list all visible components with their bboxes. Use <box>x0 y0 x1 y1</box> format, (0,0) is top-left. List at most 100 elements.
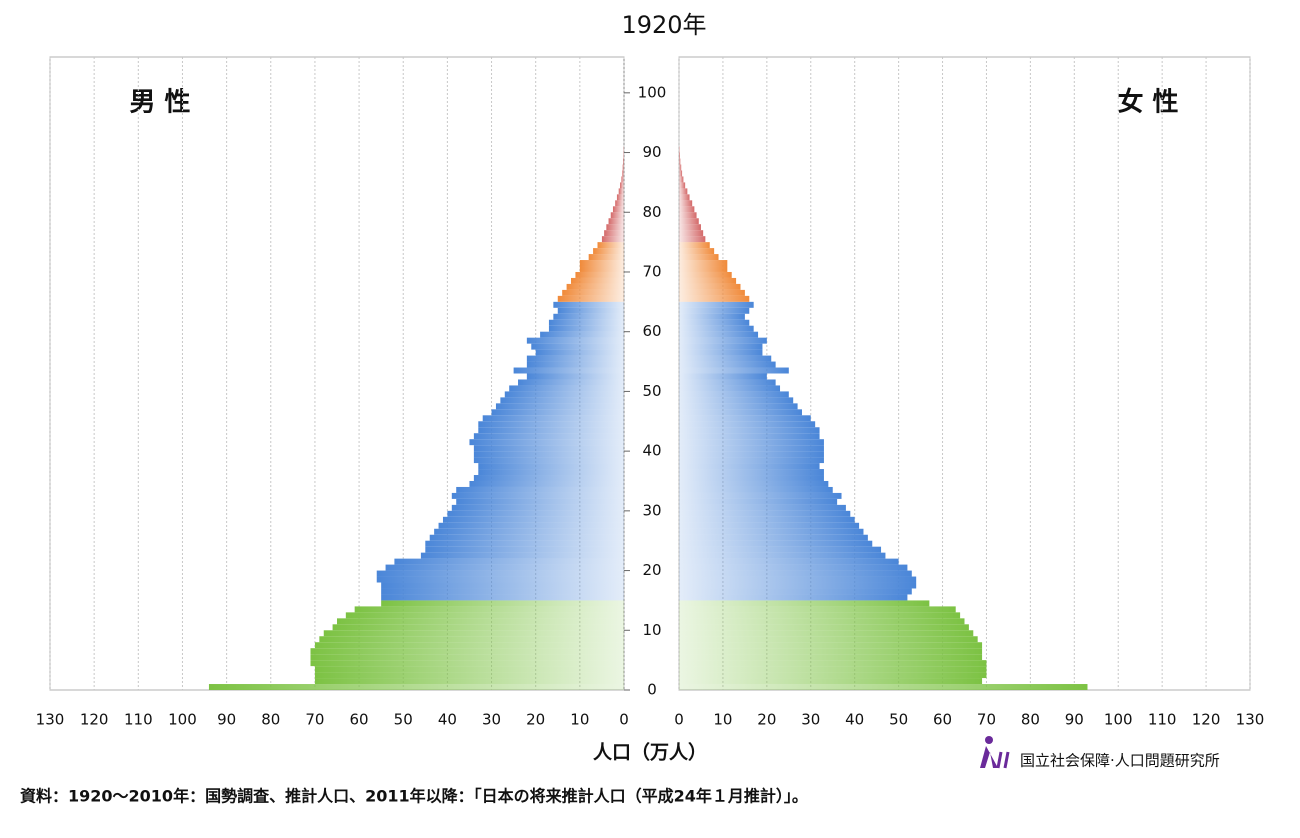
bar <box>622 164 624 171</box>
bar <box>442 516 624 523</box>
x-tick-label: 40 <box>845 711 864 729</box>
bar <box>394 558 624 565</box>
bar <box>434 528 624 535</box>
bar <box>531 343 624 350</box>
x-tick-label: 50 <box>394 711 413 729</box>
bar <box>679 594 908 601</box>
bar <box>679 648 983 655</box>
y-tick-label: 20 <box>642 561 661 579</box>
bar <box>314 666 624 673</box>
bar <box>679 433 820 440</box>
bar <box>679 558 899 565</box>
logo-text: 国立社会保障·人口問題研究所 <box>1020 752 1220 770</box>
bar <box>679 289 745 296</box>
bar <box>679 522 860 529</box>
x-tick-label: 130 <box>36 711 65 729</box>
bar <box>679 480 829 487</box>
bar <box>679 630 974 637</box>
bar <box>679 606 956 613</box>
bar <box>679 504 846 511</box>
x-tick-label: 10 <box>570 711 589 729</box>
bar <box>679 672 987 679</box>
x-tick-label: 110 <box>1148 711 1177 729</box>
bar <box>679 313 745 320</box>
bar <box>679 182 686 189</box>
legend-male: 男 性 <box>129 88 190 118</box>
x-tick-label: 40 <box>438 711 457 729</box>
bar <box>381 582 624 589</box>
bar <box>679 343 763 350</box>
bar <box>473 451 624 458</box>
bar <box>679 642 983 649</box>
bar <box>478 469 624 476</box>
bar <box>679 176 684 183</box>
x-tick-label: 60 <box>350 711 369 729</box>
bar <box>566 283 624 290</box>
x-tick-label: 60 <box>933 711 952 729</box>
bar <box>679 403 798 410</box>
y-tick-label: 0 <box>647 681 657 699</box>
bar <box>579 266 624 272</box>
x-tick-label: 0 <box>674 711 684 729</box>
bar <box>456 498 624 505</box>
bar <box>495 403 624 410</box>
bar <box>615 200 624 207</box>
y-tick-label: 100 <box>638 83 667 101</box>
bar <box>604 230 624 237</box>
bar <box>608 218 624 225</box>
bar <box>679 188 688 195</box>
bar <box>447 510 624 517</box>
x-tick-label: 130 <box>1236 711 1265 729</box>
bar <box>553 313 624 320</box>
bar <box>679 242 710 249</box>
x-axis-label: 人口（万人） <box>593 741 707 764</box>
bar <box>473 475 624 481</box>
bar <box>679 463 820 470</box>
x-tick-label: 100 <box>168 711 197 729</box>
bar <box>473 445 624 452</box>
logo-icon <box>980 736 1010 769</box>
bar <box>548 325 624 332</box>
bar <box>469 480 624 487</box>
bar <box>679 421 816 428</box>
bar <box>679 194 690 201</box>
bar <box>319 636 624 643</box>
bar <box>314 678 624 685</box>
bar <box>679 152 680 159</box>
bar <box>679 469 824 476</box>
bar <box>540 331 624 338</box>
bar <box>548 319 624 326</box>
bar <box>623 158 624 165</box>
bar <box>679 498 838 505</box>
bar <box>679 325 754 332</box>
bar <box>679 492 842 499</box>
bar <box>478 421 624 428</box>
bar <box>601 236 624 243</box>
bar <box>679 678 983 685</box>
bar <box>679 283 741 290</box>
bar <box>679 684 1088 690</box>
bar <box>679 588 912 595</box>
bar <box>679 564 908 571</box>
x-tick-label: 10 <box>713 711 732 729</box>
bar <box>679 236 706 243</box>
bar <box>504 391 624 398</box>
bar <box>679 373 767 380</box>
bar <box>679 582 917 589</box>
bar <box>478 463 624 470</box>
bar <box>310 654 624 661</box>
x-tick-label: 30 <box>801 711 820 729</box>
bar <box>451 492 624 499</box>
bar <box>679 367 789 374</box>
bar <box>679 409 802 416</box>
bar <box>679 427 820 434</box>
bar <box>451 504 624 511</box>
bar <box>679 319 750 326</box>
bar <box>513 367 624 374</box>
x-tick-label: 20 <box>757 711 776 729</box>
x-tick-label: 80 <box>1021 711 1040 729</box>
bar <box>679 301 754 308</box>
bar <box>679 277 737 284</box>
bar <box>622 170 624 177</box>
bar <box>557 295 624 302</box>
